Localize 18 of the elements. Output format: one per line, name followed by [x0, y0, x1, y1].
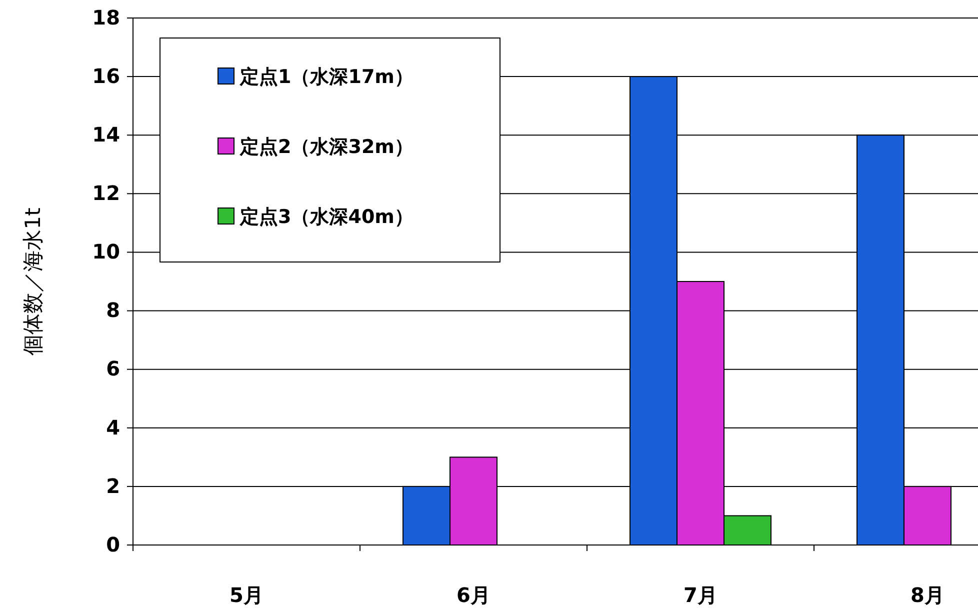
y-tick-label: 6 — [106, 356, 120, 381]
y-tick-label: 14 — [92, 122, 120, 147]
legend-label: 定点1（水深17m） — [239, 66, 414, 88]
y-axis-title: 個体数／海水1t — [21, 208, 45, 356]
x-tick-label: 6月 — [456, 583, 490, 607]
y-tick-label: 12 — [92, 181, 120, 206]
legend-label: 定点2（水深32m） — [239, 136, 414, 158]
y-tick-label: 18 — [92, 5, 120, 30]
y-tick-label: 0 — [106, 532, 120, 556]
y-tick-label: 4 — [106, 415, 120, 440]
y-tick-label: 8 — [106, 298, 120, 322]
y-tick-label: 2 — [106, 474, 120, 498]
legend-label: 定点3（水深40m） — [239, 206, 414, 228]
x-tick-label: 5月 — [230, 583, 264, 607]
x-tick-label: 8月 — [910, 583, 944, 607]
y-tick-label: 10 — [92, 240, 120, 264]
x-tick-label: 7月 — [684, 583, 718, 607]
y-tick-label: 16 — [92, 64, 120, 88]
